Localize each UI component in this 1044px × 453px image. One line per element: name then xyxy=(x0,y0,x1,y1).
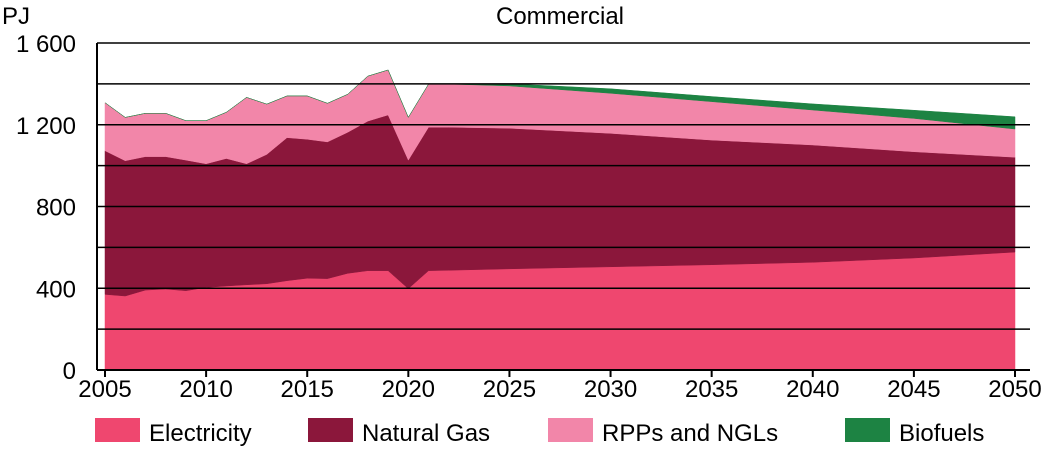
x-tick-label: 2005 xyxy=(78,376,131,403)
x-tick-label: 2015 xyxy=(281,376,334,403)
y-tick-label: 400 xyxy=(36,276,76,303)
legend-label: Electricity xyxy=(149,420,252,447)
x-tick-label: 2010 xyxy=(179,376,232,403)
legend-item: RPPs and NGLs xyxy=(548,418,778,447)
chart-title: Commercial xyxy=(496,3,624,30)
x-tick-label: 2025 xyxy=(483,376,536,403)
legend-item: Biofuels xyxy=(845,418,984,447)
legend-label: Natural Gas xyxy=(362,420,490,447)
y-axis-label: PJ xyxy=(2,3,30,30)
legend-swatch xyxy=(95,418,140,442)
y-tick-label: 1 600 xyxy=(16,31,76,58)
legend-item: Natural Gas xyxy=(308,418,490,447)
legend-swatch xyxy=(308,418,353,442)
legend-item: Electricity xyxy=(95,418,252,447)
legend-label: RPPs and NGLs xyxy=(602,420,778,447)
y-tick-label: 1 200 xyxy=(16,113,76,140)
x-tick-label: 2045 xyxy=(887,376,940,403)
legend-swatch xyxy=(845,418,890,442)
x-tick-label: 2030 xyxy=(584,376,637,403)
y-tick-label: 0 xyxy=(63,358,76,385)
x-tick-label: 2050 xyxy=(988,376,1041,403)
legend-label: Biofuels xyxy=(899,420,984,447)
x-tick-label: 2040 xyxy=(786,376,839,403)
x-tick-label: 2020 xyxy=(382,376,435,403)
y-tick-label: 800 xyxy=(36,195,76,222)
legend-swatch xyxy=(548,418,593,442)
x-tick-label: 2035 xyxy=(685,376,738,403)
area-biofuels xyxy=(104,69,1016,130)
